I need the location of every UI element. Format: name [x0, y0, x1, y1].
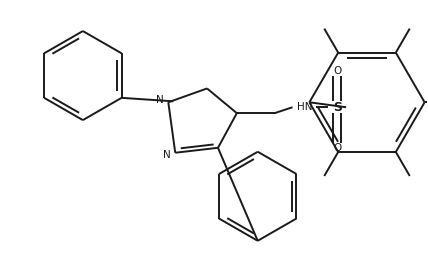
Text: O: O — [333, 66, 341, 76]
Text: O: O — [333, 143, 341, 153]
Text: S: S — [333, 101, 342, 114]
Text: N: N — [163, 150, 171, 160]
Text: N: N — [157, 95, 164, 105]
Text: HN: HN — [297, 102, 312, 112]
